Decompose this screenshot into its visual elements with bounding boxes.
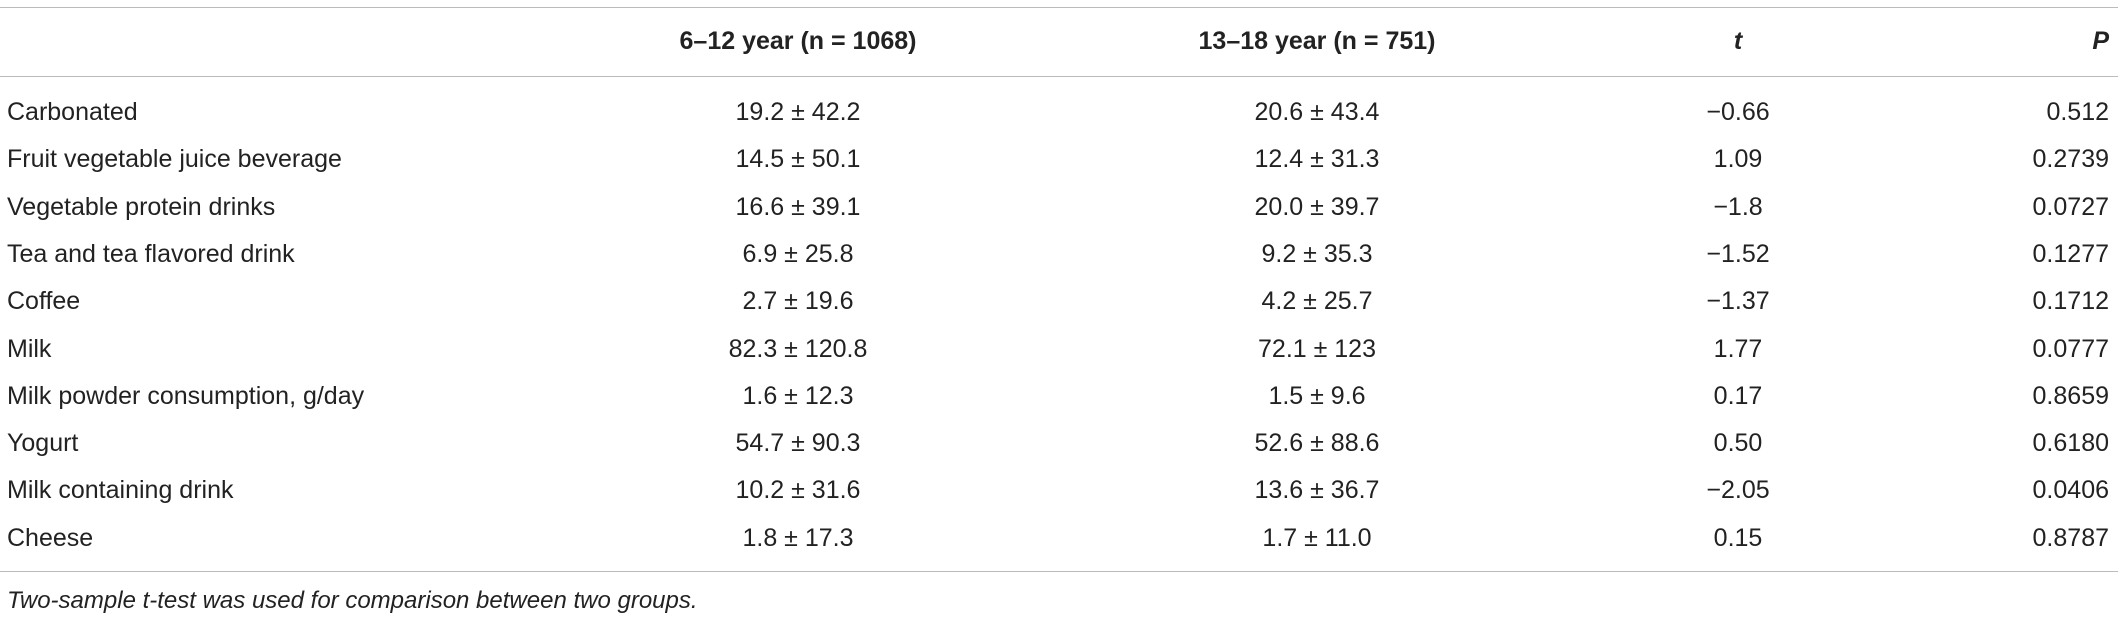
table-cell: 0.8659 [2032, 381, 2109, 410]
table-cell: 0.6180 [2032, 429, 2109, 458]
table-cell: 1.8 ± 17.3 [742, 523, 854, 552]
table-cell: 1.09 [1713, 145, 1763, 174]
table-cell: 20.0 ± 39.7 [1254, 192, 1380, 221]
table-cell: 1.77 [1713, 334, 1763, 363]
column-header: 13–18 year (n = 751) [1198, 27, 1436, 55]
column-header: P [2092, 27, 2109, 55]
table-cell: −2.05 [1706, 476, 1770, 505]
row-label: Milk powder consumption, g/day [7, 381, 365, 410]
table-cell: −1.37 [1706, 287, 1770, 316]
row-label: Milk [7, 334, 52, 363]
table-cell: 16.6 ± 39.1 [735, 192, 861, 221]
table-cell: 0.0406 [2032, 476, 2109, 505]
header-rule [0, 76, 2118, 77]
row-label: Fruit vegetable juice beverage [7, 145, 342, 174]
row-label: Milk containing drink [7, 476, 234, 505]
row-label: Cheese [7, 523, 94, 552]
bottom-rule [0, 571, 2118, 572]
table-cell: 20.6 ± 43.4 [1254, 98, 1380, 126]
row-label: Vegetable protein drinks [7, 192, 276, 221]
table-cell: 72.1 ± 123 [1258, 334, 1376, 363]
row-label: Yogurt [7, 429, 79, 458]
table-cell: 13.6 ± 36.7 [1254, 476, 1380, 505]
column-header: 6–12 year (n = 1068) [679, 27, 917, 55]
top-rule [0, 7, 2118, 8]
table-cell: 0.1277 [2032, 239, 2109, 268]
table-cell: 4.2 ± 25.7 [1261, 287, 1373, 316]
row-label: Carbonated [7, 98, 138, 126]
table-cell: 0.8787 [2032, 523, 2109, 552]
table-cell: 1.5 ± 9.6 [1268, 381, 1366, 410]
table-cell: 0.50 [1713, 429, 1763, 458]
table-cell: 0.0727 [2032, 192, 2109, 221]
table-footnote: Two-sample t-test was used for compariso… [7, 587, 698, 614]
table-cell: 2.7 ± 19.6 [742, 287, 854, 316]
table-cell: 52.6 ± 88.6 [1254, 429, 1380, 458]
table-cell: 12.4 ± 31.3 [1254, 145, 1380, 174]
table-cell: 0.15 [1713, 523, 1763, 552]
table-cell: 1.6 ± 12.3 [742, 381, 854, 410]
row-label: Tea and tea flavored drink [7, 239, 295, 268]
column-header: t [1733, 27, 1743, 55]
table-cell: 0.1712 [2032, 287, 2109, 316]
table-cell: −1.52 [1706, 239, 1770, 268]
table-cell: 19.2 ± 42.2 [735, 98, 861, 126]
table-cell: 1.7 ± 11.0 [1262, 523, 1372, 552]
table-cell: 0.17 [1713, 381, 1763, 410]
table-cell: 9.2 ± 35.3 [1261, 239, 1373, 268]
table-cell: 10.2 ± 31.6 [735, 476, 861, 505]
table-cell: 0.2739 [2032, 145, 2109, 174]
table-cell: 82.3 ± 120.8 [728, 334, 868, 363]
table-cell: 6.9 ± 25.8 [742, 239, 854, 268]
table-cell: 14.5 ± 50.1 [735, 145, 861, 174]
table-cell: 54.7 ± 90.3 [735, 429, 861, 458]
table-cell: 0.512 [2046, 98, 2109, 126]
table-cell: −0.66 [1706, 98, 1770, 126]
row-label: Coffee [7, 287, 81, 316]
table-cell: −1.8 [1713, 192, 1763, 221]
table-cell: 0.0777 [2032, 334, 2109, 363]
